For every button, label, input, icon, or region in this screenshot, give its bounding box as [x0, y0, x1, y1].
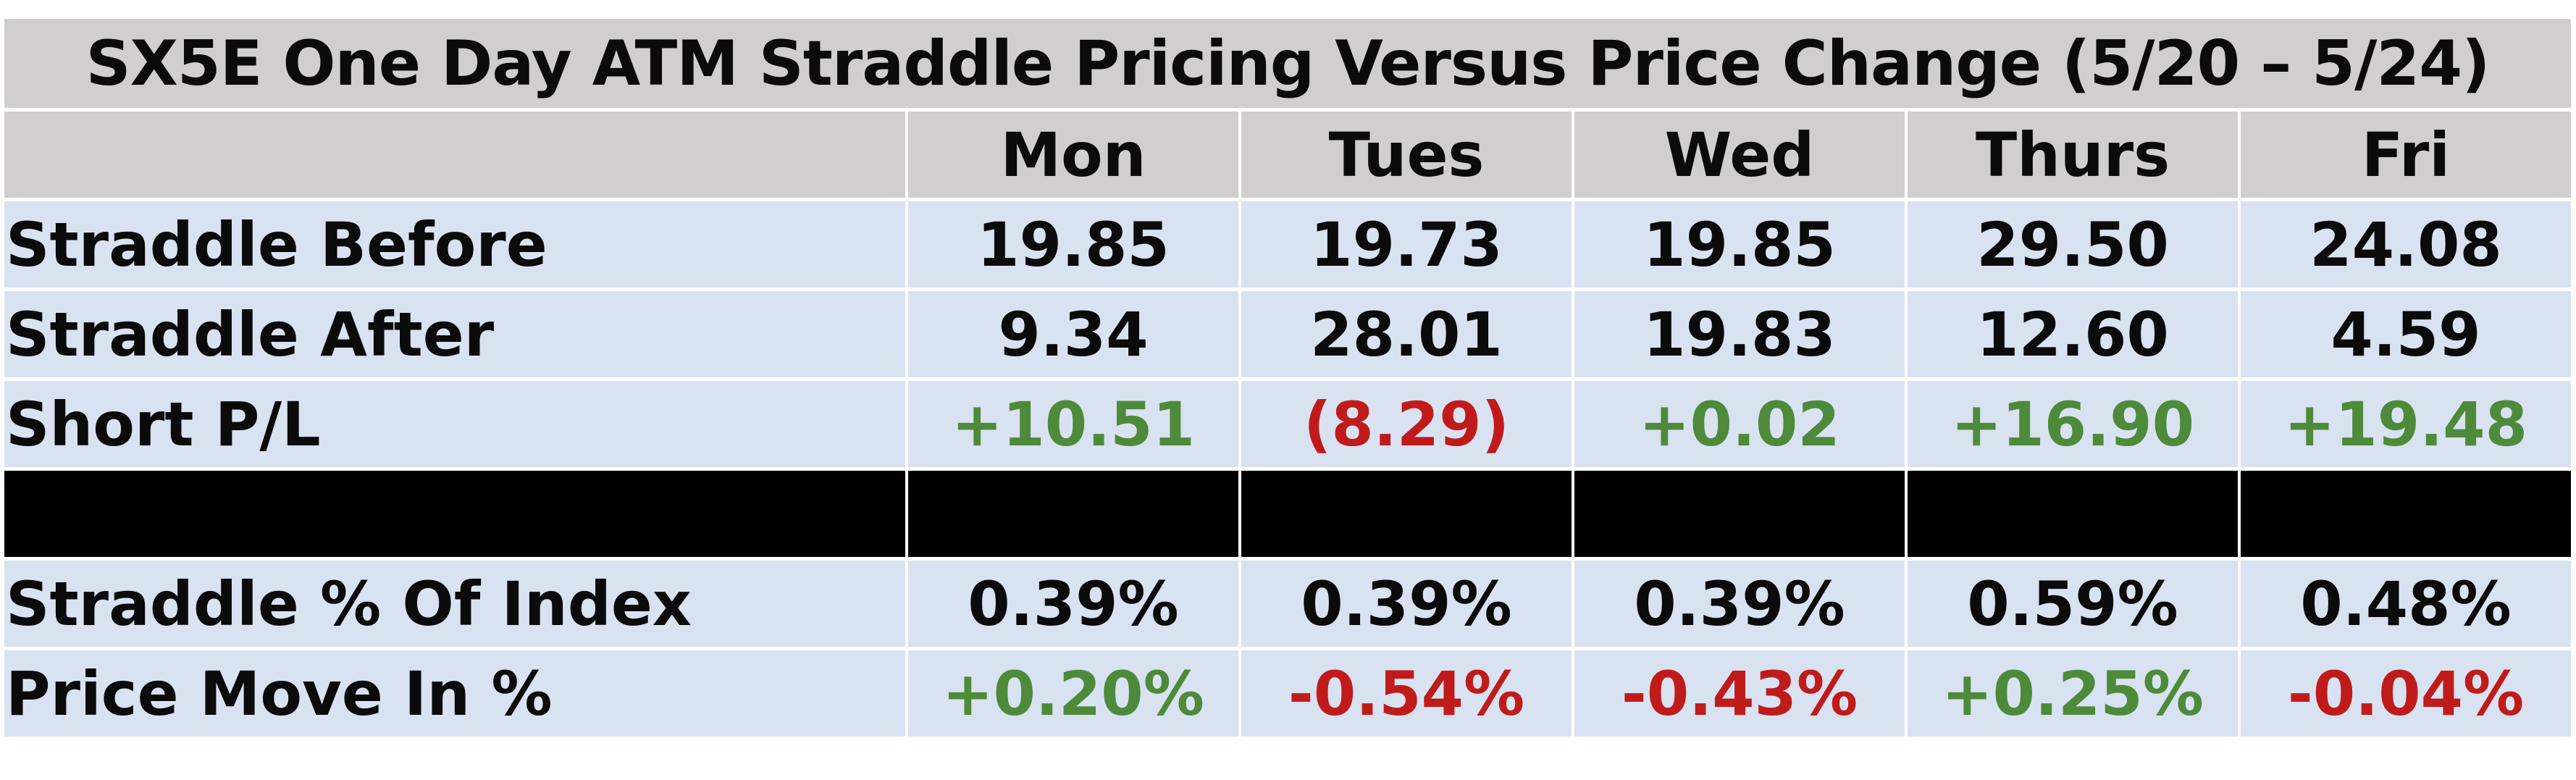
separator-cell	[1908, 471, 2238, 557]
straddle-after-tues: 28.01	[1241, 291, 1572, 377]
row-label-straddle-before: Straddle Before	[4, 201, 905, 288]
straddle-before-wed: 19.85	[1574, 201, 1905, 288]
row-label-straddle-after: Straddle After	[4, 291, 905, 377]
short-pl-mon: +10.51	[908, 381, 1238, 467]
header-corner-cell	[4, 112, 905, 198]
straddle-after-mon: 9.34	[908, 291, 1238, 377]
straddle-before-mon: 19.85	[908, 201, 1238, 288]
price-move-pct-fri: -0.04%	[2241, 650, 2571, 737]
price-move-pct-wed: -0.43%	[1574, 650, 1905, 737]
straddle-before-fri: 24.08	[2241, 201, 2571, 288]
short-pl-fri: +19.48	[2241, 381, 2571, 467]
straddle-after-wed: 19.83	[1574, 291, 1905, 377]
separator-cell	[1241, 471, 1572, 557]
price-move-pct-thurs: +0.25%	[1908, 650, 2238, 737]
row-label-price-move-pct: Price Move In %	[4, 650, 905, 737]
separator-cell	[908, 471, 1238, 557]
straddle-pct-index-fri: 0.48%	[2241, 561, 2571, 647]
straddle-after-fri: 4.59	[2241, 291, 2571, 377]
separator-cell	[2241, 471, 2571, 557]
straddle-pct-index-wed: 0.39%	[1574, 561, 1905, 647]
price-move-pct-tues: -0.54%	[1241, 650, 1572, 737]
short-pl-wed: +0.02	[1574, 381, 1905, 467]
straddle-pct-index-thurs: 0.59%	[1908, 561, 2238, 647]
column-header-mon: Mon	[908, 112, 1238, 198]
row-label-straddle-pct-index: Straddle % Of Index	[4, 561, 905, 647]
separator-cell	[4, 471, 905, 557]
price-move-pct-mon: +0.20%	[908, 650, 1238, 737]
straddle-before-thurs: 29.50	[1908, 201, 2238, 288]
row-label-short-pl: Short P/L	[4, 381, 905, 467]
short-pl-thurs: +16.90	[1908, 381, 2238, 467]
straddle-pct-index-tues: 0.39%	[1241, 561, 1572, 647]
straddle-pct-index-mon: 0.39%	[908, 561, 1238, 647]
straddle-after-thurs: 12.60	[1908, 291, 2238, 377]
column-header-wed: Wed	[1574, 112, 1905, 198]
straddle-before-tues: 19.73	[1241, 201, 1572, 288]
table-title: SX5E One Day ATM Straddle Pricing Versus…	[4, 19, 2571, 108]
column-header-fri: Fri	[2241, 112, 2571, 198]
straddle-table: SX5E One Day ATM Straddle Pricing Versus…	[4, 19, 2571, 755]
column-header-thurs: Thurs	[1908, 112, 2238, 198]
column-header-tues: Tues	[1241, 112, 1572, 198]
short-pl-tues: (8.29)	[1241, 381, 1572, 467]
separator-cell	[1574, 471, 1905, 557]
